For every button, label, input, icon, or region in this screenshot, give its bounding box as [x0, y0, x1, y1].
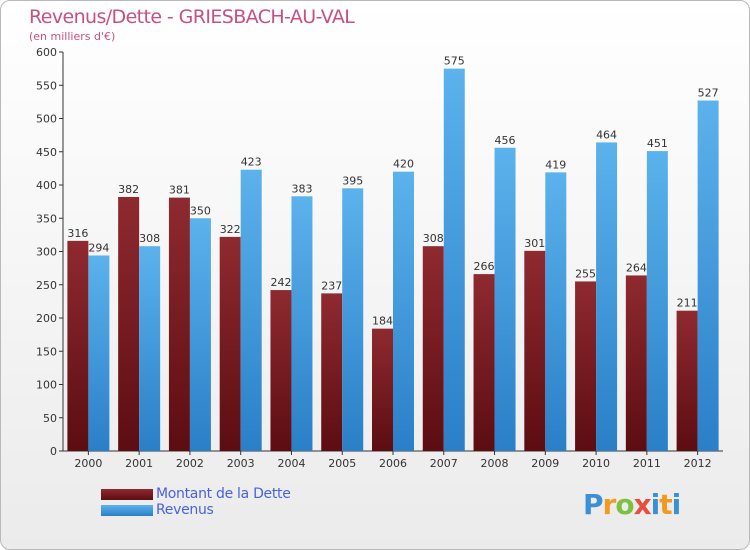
bar-debt — [676, 310, 698, 451]
data-label-revenue: 423 — [241, 156, 262, 169]
bar-revenue — [88, 255, 110, 451]
bar-debt — [625, 275, 647, 451]
bar-debt — [67, 240, 89, 451]
x-tick-label: 2007 — [430, 457, 458, 470]
bar-revenue — [393, 171, 414, 451]
bar-revenue — [189, 218, 211, 451]
data-label-debt: 266 — [474, 260, 495, 273]
data-label-debt: 301 — [524, 237, 545, 250]
bar-revenue — [342, 188, 364, 451]
data-label-revenue: 350 — [190, 204, 211, 217]
bar-debt — [219, 236, 241, 451]
x-tick-label: 2003 — [227, 457, 255, 470]
data-label-debt: 242 — [270, 276, 291, 289]
data-label-debt: 308 — [423, 232, 444, 245]
data-label-revenue: 294 — [88, 241, 109, 254]
data-label-debt: 316 — [67, 227, 88, 240]
data-label-revenue: 308 — [139, 232, 160, 245]
y-tick-label: 150 — [36, 345, 57, 358]
y-tick-label: 550 — [36, 79, 57, 92]
data-label-revenue: 464 — [596, 128, 617, 141]
data-label-revenue: 383 — [291, 182, 312, 195]
x-tick-label: 2002 — [176, 457, 204, 470]
data-label-revenue: 456 — [495, 134, 516, 147]
data-label-revenue: 419 — [545, 158, 566, 171]
y-tick-label: 200 — [36, 312, 57, 325]
legend-label-revenue: Revenus — [156, 502, 214, 518]
bar-revenue — [596, 142, 618, 451]
y-tick-label: 100 — [36, 379, 57, 392]
x-tick-label: 2012 — [684, 457, 712, 470]
bar-revenue — [646, 151, 668, 451]
data-label-debt: 237 — [321, 279, 342, 292]
y-tick-label: 500 — [36, 113, 57, 126]
y-tick-label: 600 — [36, 46, 57, 59]
bar-debt — [524, 250, 546, 451]
bars — [67, 68, 719, 452]
x-tick-label: 2010 — [582, 457, 610, 470]
chart-title: Revenus/Dette - GRIESBACH-AU-VAL — [29, 6, 355, 28]
data-label-revenue: 451 — [647, 137, 668, 150]
data-label-debt: 264 — [626, 261, 647, 274]
bar-debt — [372, 328, 393, 451]
data-label-revenue: 575 — [444, 55, 465, 68]
bar-revenue — [443, 68, 465, 451]
y-tick-label: 300 — [36, 246, 57, 259]
proxiti-logo: Proxiti — [583, 488, 681, 521]
data-label-debt: 322 — [220, 223, 241, 236]
x-tick-label: 2006 — [379, 457, 407, 470]
x-tick-label: 2004 — [277, 457, 305, 470]
bar-revenue — [697, 100, 719, 452]
data-label-debt: 184 — [372, 315, 393, 328]
bar-revenue — [545, 172, 567, 452]
data-label-debt: 381 — [169, 184, 190, 197]
x-tick-label: 2008 — [481, 457, 509, 470]
x-tick-label: 2000 — [74, 457, 102, 470]
legend-label-debt: Montant de la Dette — [156, 486, 291, 502]
x-tick-label: 2005 — [328, 457, 356, 470]
data-label-debt: 255 — [575, 267, 596, 280]
bar-debt — [168, 197, 190, 451]
bar-debt — [575, 281, 597, 451]
data-label-revenue: 420 — [393, 158, 414, 171]
bar-revenue — [291, 196, 313, 451]
bar-revenue — [139, 246, 161, 451]
bar-debt — [473, 274, 495, 451]
bar-revenue — [240, 169, 262, 451]
data-label-revenue: 527 — [698, 87, 719, 100]
legend-swatch-debt — [101, 489, 153, 500]
x-tick-label: 2011 — [633, 457, 661, 470]
y-tick-label: 0 — [50, 445, 57, 458]
data-label-debt: 382 — [118, 183, 139, 196]
legend-swatch-revenue — [101, 505, 153, 516]
bar-debt — [321, 293, 343, 451]
x-tick-label: 2001 — [125, 457, 153, 470]
bar-debt — [270, 290, 292, 451]
x-tick-label: 2009 — [531, 457, 559, 470]
bar-revenue — [494, 147, 516, 451]
bar-debt — [422, 246, 444, 451]
y-tick-label: 50 — [43, 412, 57, 425]
chart-subtitle: (en milliers d'€) — [29, 30, 116, 43]
y-tick-label: 250 — [36, 279, 57, 292]
y-tick-label: 350 — [36, 212, 57, 225]
y-tick-label: 450 — [36, 146, 57, 159]
data-label-revenue: 395 — [342, 174, 363, 187]
data-label-debt: 211 — [677, 297, 698, 310]
y-tick-label: 400 — [36, 179, 57, 192]
bar-debt — [118, 196, 140, 451]
